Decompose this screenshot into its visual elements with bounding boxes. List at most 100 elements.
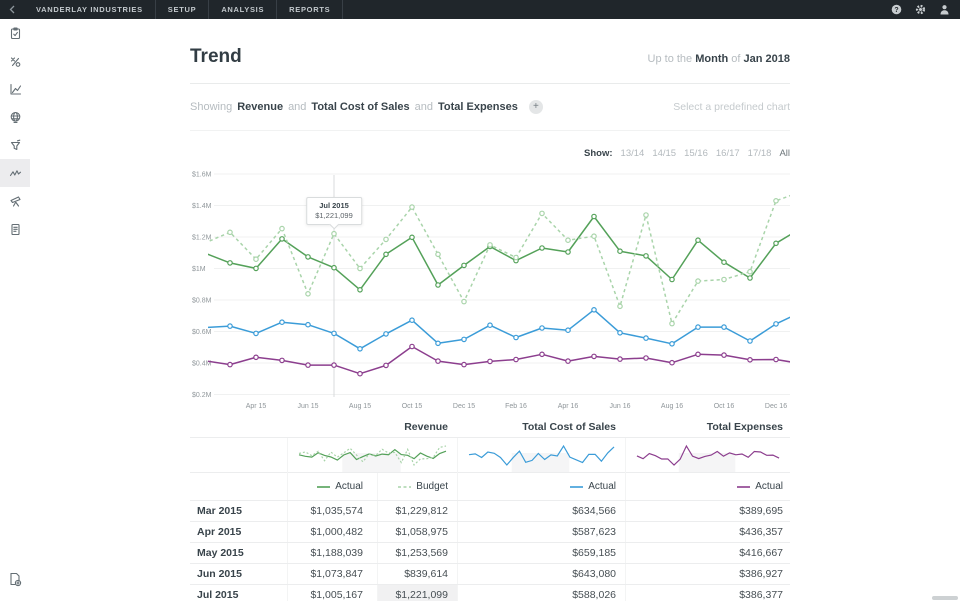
table-row[interactable]: Mar 2015 $1,035,574 $1,229,812 $634,566 $389… [190,500,790,521]
svg-text:Feb 16: Feb 16 [505,403,527,410]
sparkline [625,438,790,477]
metric-chip[interactable]: Total Expenses [437,101,518,113]
row-value: $1,000,482 [287,522,377,542]
legend-item: Actual [625,473,790,500]
funnel-icon[interactable] [0,131,30,159]
show-option-14-15[interactable]: 14/15 [652,147,677,159]
table-row[interactable]: Apr 2015 $1,000,482 $1,058,975 $587,623 $436… [190,521,790,542]
tooltip-value: $1,221,099 [315,211,353,220]
predefined-chart-select[interactable]: Select a predefined chart [673,101,790,113]
topbar: VANDERLAY INDUSTRIES SETUP ANALYSIS REPORT… [0,0,960,19]
row-value: $634,566 [457,501,625,521]
topbar-nav-reports[interactable]: REPORTS [289,5,331,14]
trend-chart[interactable]: $1.6M $1.4M $1.2M $1M $0.8M $0.6M $0.4M $0.2M Ap… [190,167,790,417]
svg-text:$1.2M: $1.2M [192,235,212,242]
sparkline [287,438,457,477]
svg-text:Aug 15: Aug 15 [349,403,371,410]
row-value: $386,377 [625,585,790,601]
report-icon[interactable] [0,215,30,243]
row-value: $1,005,167 [287,585,377,601]
show-filter-label: Show: [584,147,613,159]
horizontal-scrollbar[interactable] [932,596,958,600]
svg-text:Apr 15: Apr 15 [246,403,267,410]
svg-text:$1.4M: $1.4M [192,203,212,210]
table-row[interactable]: Jul 2015 $1,005,167 $1,221,099 $588,026 $386… [190,584,790,601]
row-month: Jun 2015 [197,568,242,580]
show-option-17-18[interactable]: 17/18 [747,147,772,159]
showing-metrics: Revenue and Total Cost of Sales and Total Ex… [237,101,518,113]
add-metric-button[interactable]: + [528,100,543,114]
row-month: Mar 2015 [197,505,242,517]
settings-icon[interactable] [915,4,926,15]
show-option-all[interactable]: All [779,147,790,159]
show-option-15-16[interactable]: 15/16 [684,147,708,159]
trend-icon[interactable] [0,159,30,187]
main-panel: Trend Up to the Month of Jan 2018 Showin… [30,19,960,601]
row-month: Jul 2015 [197,589,239,601]
metrics-table: Revenue Total Cost of Sales Total Expenses… [190,417,790,601]
row-value: $839,614 [377,564,457,584]
metric-chip[interactable]: Revenue [237,101,284,113]
svg-text:Apr 16: Apr 16 [558,403,579,410]
sidebar [0,19,30,601]
row-value: $416,667 [625,543,790,563]
metric-chip[interactable]: Total Cost of Sales [311,101,410,113]
row-value: $1,253,569 [377,543,457,563]
svg-text:$0.6M: $0.6M [192,329,212,336]
show-filter: Show: 13/14 14/15 15/16 16/17 17/18 All [190,131,790,167]
back-icon[interactable] [0,0,24,19]
topbar-nav-analysis[interactable]: ANALYSIS [221,5,265,14]
topbar-brand[interactable]: VANDERLAY INDUSTRIES [36,5,143,14]
showing-label: Showing [190,101,233,113]
svg-text:$1M: $1M [192,266,206,273]
help-icon[interactable]: ? [891,4,902,15]
user-icon[interactable] [939,4,950,15]
period-prefix: Up to the [647,53,693,65]
legend-item: Budget [377,473,457,500]
variance-icon[interactable] [0,47,30,75]
row-value: $659,185 [457,543,625,563]
chart-tooltip: Jul 2015 $1,221,099 [306,197,362,225]
divider [190,83,790,84]
show-option-16-17[interactable]: 16/17 [715,147,740,159]
row-value: $389,695 [625,501,790,521]
row-value: $1,221,099 [377,585,457,601]
table-row[interactable]: May 2015 $1,188,039 $1,253,569 $659,185 $416… [190,542,790,563]
row-value: $643,080 [457,564,625,584]
page-title: Trend [190,46,242,67]
chart-axes-icon[interactable] [0,75,30,103]
row-value: $588,026 [457,585,625,601]
row-value: $587,623 [457,522,625,542]
svg-text:Jun 15: Jun 15 [297,403,318,410]
table-row[interactable]: Jun 2015 $1,073,847 $839,614 $643,080 $386,9… [190,563,790,584]
export-icon[interactable] [0,565,30,593]
row-value: $1,073,847 [287,564,377,584]
clipboard-icon[interactable] [0,19,30,47]
column-group-header: Total Cost of Sales [522,421,616,433]
period-of: of [731,53,741,65]
svg-text:Dec 15: Dec 15 [453,403,475,410]
svg-text:$0.8M: $0.8M [192,298,212,305]
period-value[interactable]: Jan 2018 [743,53,790,65]
period-unit[interactable]: Month [695,53,729,65]
svg-text:?: ? [894,7,898,14]
row-value: $1,035,574 [287,501,377,521]
row-value: $1,229,812 [377,501,457,521]
period-selector[interactable]: Up to the Month of Jan 2018 [648,53,790,68]
row-value: $436,357 [625,522,790,542]
divider [190,130,790,131]
svg-text:Aug 16: Aug 16 [661,403,683,410]
globe-icon[interactable] [0,103,30,131]
svg-text:$0.4M: $0.4M [192,361,212,368]
legend-row: Actual Budget Actual Actual [190,473,790,500]
table-group-headers: Revenue Total Cost of Sales Total Expenses [190,417,790,437]
show-option-13-14[interactable]: 13/14 [620,147,645,159]
sparkline [457,438,625,477]
row-value: $1,058,975 [377,522,457,542]
telescope-icon[interactable] [0,187,30,215]
topbar-nav-setup[interactable]: SETUP [167,5,197,14]
trend-chart-svg[interactable]: $1.6M $1.4M $1.2M $1M $0.8M $0.6M $0.4M $0.2M Ap… [190,167,790,417]
legend-item: Actual [287,473,377,500]
legend-item: Actual [457,473,625,500]
column-group-header: Total Expenses [706,421,783,433]
